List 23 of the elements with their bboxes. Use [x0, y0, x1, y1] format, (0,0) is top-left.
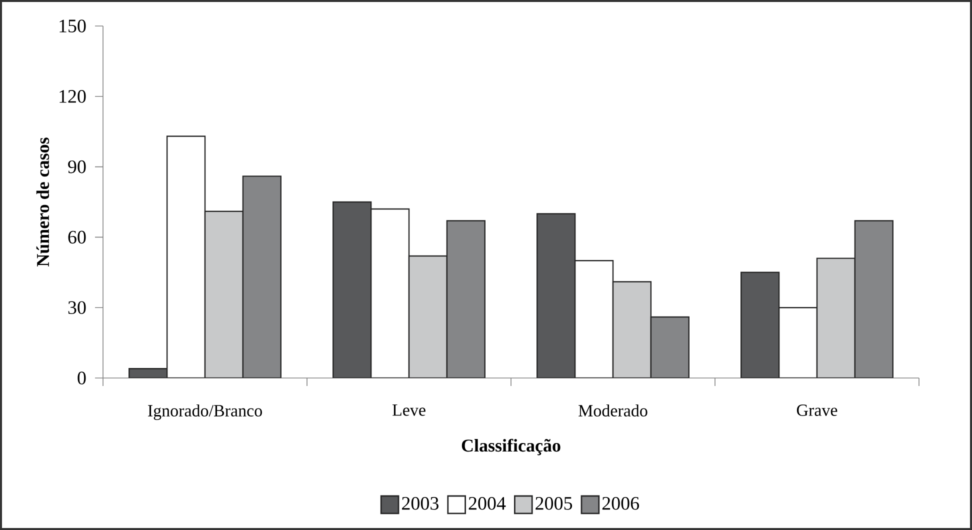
y-tick-label: 150: [60, 20, 86, 32]
y-tick-label: 120: [60, 90, 86, 103]
x-tick-label: Ignorado/Branco: [148, 404, 262, 420]
y-tick-label: 60: [68, 230, 86, 244]
bar: [408, 255, 448, 378]
x-tick-label: Grave: [796, 404, 838, 416]
x-tick-label: Leve: [392, 404, 426, 416]
bar: [332, 201, 372, 378]
legend-label: 2003: [402, 496, 438, 510]
bar: [536, 213, 576, 378]
y-axis-title: Número de casos: [36, 138, 50, 266]
bar: [740, 272, 780, 378]
legend-label: 2005: [536, 496, 572, 510]
legend-label: 2006: [602, 496, 640, 510]
y-tick-label: 0: [78, 372, 86, 384]
x-tick-label: Moderado: [578, 404, 648, 416]
x-axis-title: Classificação: [462, 438, 560, 456]
bar: [816, 258, 856, 378]
bar: [612, 281, 652, 378]
bar: [204, 210, 244, 378]
y-tick-label: 30: [68, 301, 86, 314]
y-tick-label: 90: [68, 160, 86, 174]
legend-label: 2004: [468, 496, 506, 510]
